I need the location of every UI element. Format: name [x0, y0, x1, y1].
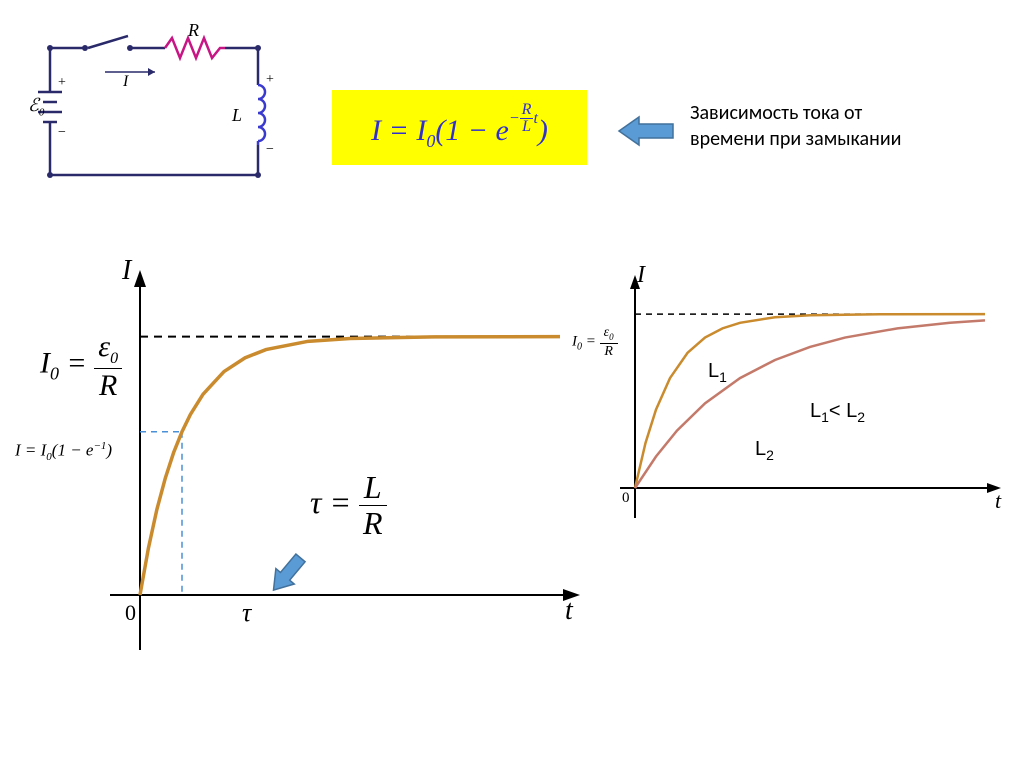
- arrow-to-formula-icon: [617, 113, 677, 149]
- inductor-label: L: [232, 105, 242, 126]
- annotation-text: Зависимость тока от времени при замыкани…: [690, 100, 1010, 152]
- arrow-to-tau-icon: [264, 548, 310, 600]
- chart2-y-label: I: [637, 262, 645, 289]
- tau-formula: τ = LR: [310, 470, 387, 541]
- ind-plus: +: [266, 72, 274, 88]
- ieq-formula: I = I0(1 − e−1): [15, 440, 112, 463]
- chart2-l1-label: L1: [708, 360, 727, 385]
- resistor-label: R: [188, 20, 199, 41]
- chart2-l2-label: L2: [755, 438, 774, 463]
- circuit-diagram: ℰ0 + − R L + − I: [30, 30, 280, 200]
- chart1-tau-label: τ: [242, 598, 251, 628]
- emf-plus: +: [58, 75, 66, 91]
- chart2-origin: 0: [622, 490, 630, 507]
- chart2-i0-label: I0 = ε0R: [572, 325, 618, 359]
- circuit-svg: [30, 30, 280, 195]
- current-label: I: [123, 73, 128, 91]
- emf-label: ℰ0: [28, 95, 44, 119]
- chart2-relation: L1< L2: [810, 400, 865, 425]
- chart1-origin: 0: [125, 600, 136, 626]
- emf-minus: −: [58, 125, 66, 141]
- i0-formula: I0 = ε0R: [40, 330, 122, 402]
- chart-right: I t 0 I0 = ε0R L1 L2 L1< L2: [580, 270, 1020, 550]
- chart1-x-label: t: [565, 595, 573, 627]
- chart2-x-label: t: [995, 488, 1001, 514]
- main-formula: I = I0(1 − e−RLt): [332, 90, 587, 165]
- chart1-y-label: I: [122, 255, 131, 287]
- ind-minus: −: [266, 142, 274, 158]
